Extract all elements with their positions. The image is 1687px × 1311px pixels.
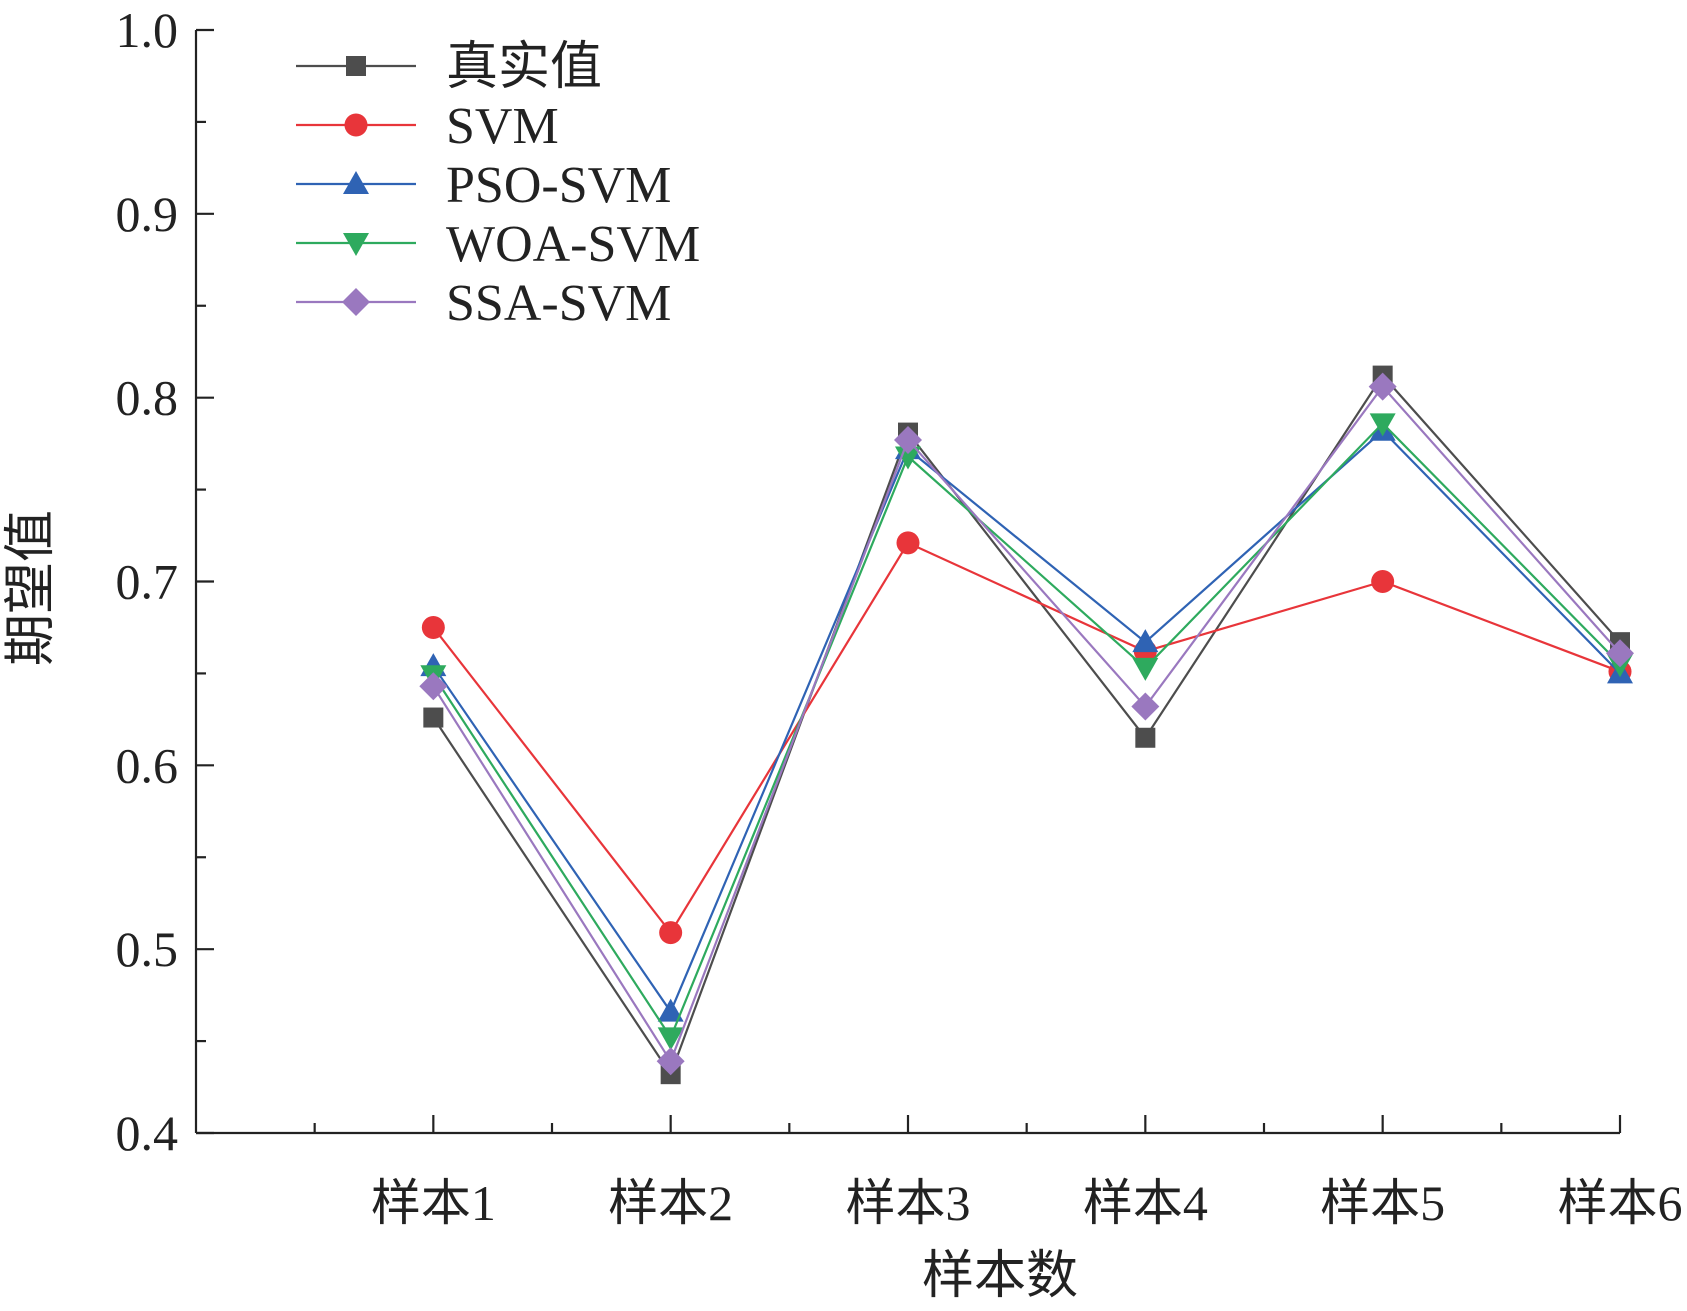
data-point [421, 615, 445, 639]
data-point [423, 707, 444, 728]
axes: 0.4 0.5 0.6 0.7 0.8 0.9 1.0 样本1 样本2 样本3 样本4 样本5 样本6 [116, 2, 1683, 1231]
legend-label: SVM [446, 98, 559, 155]
x-tick-label: 样本6 [1558, 1175, 1683, 1231]
series-line [432, 421, 1621, 1040]
legend-marker [343, 233, 369, 256]
data-point [1371, 570, 1395, 593]
y-tick-label: 1.0 [116, 2, 179, 58]
data-point [894, 425, 922, 454]
y-tick-label: 0.8 [116, 370, 179, 426]
legend-label: PSO-SVM [446, 157, 671, 214]
legend-label: SSA-SVM [446, 275, 671, 332]
data-point [656, 1047, 685, 1076]
y-tick-label: 0.7 [116, 554, 179, 610]
y-tick-label: 0.5 [116, 921, 179, 977]
x-tick-label: 样本5 [1320, 1175, 1445, 1231]
series-line [432, 373, 1621, 1077]
data-point [659, 921, 683, 945]
legend-marker [343, 171, 369, 194]
data-point [1131, 692, 1160, 721]
legend-entry: 真实值 [296, 39, 602, 96]
legend-entry: SSA-SVM [296, 275, 671, 332]
x-tick-label: 样本1 [371, 1175, 496, 1231]
data-point [1135, 727, 1156, 748]
data-point [895, 446, 921, 470]
series-SVM [421, 531, 1632, 945]
data-point [657, 998, 684, 1022]
legend-marker [346, 56, 366, 76]
data-point [1368, 372, 1397, 401]
x-tick-label: 样本3 [846, 1175, 971, 1231]
legend-entry: WOA-SVM [296, 216, 700, 273]
y-axis-title: 期望值 [3, 510, 60, 666]
legend-entry: PSO-SVM [296, 157, 671, 214]
data-point [1606, 639, 1634, 668]
x-axis-title: 样本数 [922, 1248, 1078, 1305]
x-tick-label: 样本4 [1083, 1175, 1208, 1231]
series-line [432, 429, 1621, 1014]
legend-marker [344, 113, 368, 137]
x-tick-label: 样本2 [608, 1175, 733, 1231]
data-point [657, 1027, 684, 1051]
series-line [432, 384, 1621, 1064]
y-tick-label: 0.9 [116, 186, 179, 242]
y-tick-label: 0.6 [116, 737, 179, 793]
legend-label: 真实值 [446, 39, 602, 96]
y-tick-label: 0.4 [116, 1105, 179, 1161]
series-layer [419, 365, 1634, 1085]
legend-label: WOA-SVM [446, 216, 700, 273]
series-SSA-SVM [419, 372, 1634, 1076]
series-真实值 [423, 365, 1630, 1085]
series-line [432, 541, 1621, 935]
data-point [419, 672, 448, 701]
data-point [1132, 657, 1159, 681]
data-point [1132, 629, 1159, 653]
data-point [1369, 413, 1396, 437]
legend-entry: SVM [296, 98, 559, 155]
legend-marker [342, 288, 370, 316]
data-point [896, 531, 920, 555]
